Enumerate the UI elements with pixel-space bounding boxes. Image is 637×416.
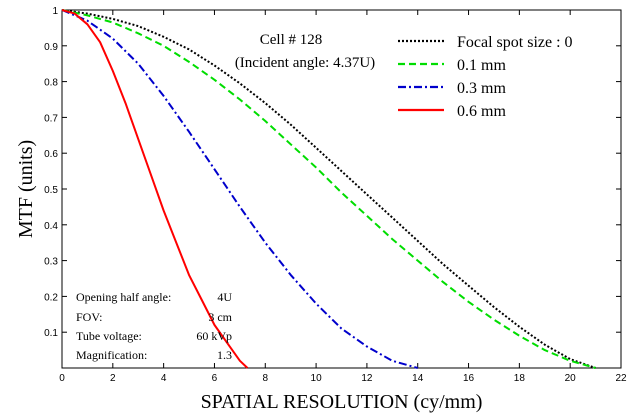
y-tick-label: 0.8 [44, 78, 58, 89]
y-tick-label: 0.4 [44, 221, 58, 232]
annotations: Cell # 128 (Incident angle: 4.37U) Opening… [76, 32, 375, 362]
x-tick-label: 4 [161, 373, 167, 384]
legend-label-1: 0.1 mm [457, 57, 506, 74]
param-value-3: 1.3 [217, 348, 232, 362]
x-tick-label: 10 [311, 373, 323, 384]
x-tick-label: 22 [615, 373, 627, 384]
param-label-1: FOV: [76, 310, 102, 324]
y-axis-label: MTF (units) [15, 140, 37, 238]
y-tick-label: 0.5 [44, 185, 58, 196]
cell-label: Cell # 128 [260, 32, 323, 48]
legend-label-3: 0.6 mm [457, 103, 506, 120]
series-line-2 [61, 9, 418, 369]
y-tick-label: 0.3 [44, 257, 58, 268]
axes-layer: 0 2 4 6 8 10 12 14 16 18 20 22 1 0.9 0.8 0.7 0.6 0.5 0.4 0.… [15, 6, 627, 413]
x-tick-label: 2 [110, 373, 116, 384]
x-tick-label: 18 [514, 373, 526, 384]
y-tick-label: 0.9 [44, 42, 58, 53]
legend: Focal spot size : 0 0.1 mm 0.3 mm 0.6 mm [398, 34, 573, 120]
param-value-1: 3 cm [208, 310, 232, 324]
x-tick-label: 0 [59, 373, 65, 384]
y-tick-label: 0.2 [44, 292, 58, 303]
x-axis-label: SPATIAL RESOLUTION (cy/mm) [201, 391, 483, 413]
series-layer [61, 9, 596, 369]
legend-label-0: Focal spot size : 0 [457, 34, 573, 51]
series-line-3 [61, 9, 249, 369]
param-value-0: 4U [217, 290, 232, 304]
incident-angle-label: (Incident angle: 4.37U) [235, 55, 375, 71]
param-label-3: Magnification: [76, 348, 147, 362]
param-label-2: Tube voltage: [76, 329, 142, 343]
series-line-1 [61, 9, 596, 369]
x-tick-label: 14 [412, 373, 424, 384]
y-tick-label: 0.1 [44, 328, 58, 339]
param-value-2: 60 kVp [196, 329, 232, 343]
y-tick-label: 1 [52, 6, 58, 17]
y-tick-label: 0.6 [44, 149, 58, 160]
x-tick-label: 8 [262, 373, 268, 384]
y-tick-label: 0.7 [44, 113, 58, 124]
legend-label-2: 0.3 mm [457, 80, 506, 97]
series-line-0 [61, 9, 596, 369]
x-tick-label: 12 [361, 373, 373, 384]
x-tick-label: 16 [463, 373, 475, 384]
x-tick-label: 20 [565, 373, 577, 384]
x-tick-label: 6 [212, 373, 218, 384]
param-label-0: Opening half angle: [76, 290, 171, 304]
